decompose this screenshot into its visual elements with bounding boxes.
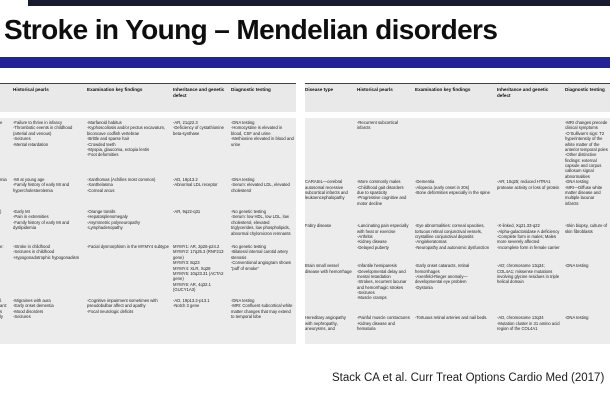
header-inheritance-genetic-defect: Inheritance and genetic defect <box>497 87 549 98</box>
examination-cell: -Cognitive impairment sometimes with pse… <box>87 298 158 314</box>
historical-cell: -More commonly males -Childhood gait dis… <box>357 179 407 206</box>
header-historical-pearls: Historical pearls <box>13 87 49 92</box>
disease-fragment: e: <box>0 244 4 249</box>
examination-cell: -Tortuous retinal arteries and nail beds… <box>415 315 488 321</box>
disease-fragment: e <box>0 120 3 125</box>
examination-cell: -Facial dysmorphism in the MYMY4 subtype <box>87 244 169 249</box>
table-row-hypercholesterolemia: mia -MI at young age -Family history of … <box>0 177 294 209</box>
disease-fragment: l. ant: s ly <box>0 298 7 320</box>
disease-fragment: ) <box>0 209 2 214</box>
historical-cell: -Stroke in childhood -Seizures in childh… <box>13 244 80 260</box>
diagnostic-cell: -DNA testing <box>565 315 589 321</box>
table-row-moyamoya: e: -Stroke in childhood -Seizures in chi… <box>0 244 294 298</box>
disease-cell: CARASIL—cerebral autosomal recessive sub… <box>305 179 348 201</box>
diagnostic-cell: -DNA testing -MRI—Diffuse white matter d… <box>565 179 603 206</box>
table-row-brain-small-vessel-disease: Brain small vessel disease with hemorrha… <box>305 263 608 315</box>
header-diagnostic-testing: Diagnostic testing <box>565 87 605 92</box>
diagnostic-cell: -DNA testing -Homocystine is elevated in… <box>231 120 294 147</box>
table-row-hereditary-angiopathy: Hereditary angiopathy with nephropathy, … <box>305 315 608 344</box>
historical-cell: -Lancinating pain especially with heat o… <box>357 223 409 250</box>
table-row-homocystinuria: e -Failure to thrive in infancy -Thrombo… <box>0 120 294 177</box>
inheritance-cell: -AR; 10q25; reduced HTRA1 protease activ… <box>497 179 560 190</box>
inheritance-cell: -X-linked, Xq21.33-q22 -Alpha-galactosid… <box>497 223 560 250</box>
historical-cell: -Recurrent subcortical infarcts <box>357 120 398 131</box>
left-table-header-row: Historical pearls Examination key findin… <box>0 83 296 112</box>
examination-cell: -Orange tonsils -Hepatosplenomegaly -Asy… <box>87 209 141 231</box>
slide-title: Stroke in Young – Mendelian disorders <box>4 14 498 45</box>
examination-cell: -Marfanoid habitus -Kyphoscoliosis and/o… <box>87 120 166 158</box>
disease-cell: Brain small vessel disease with hemorrha… <box>305 263 352 274</box>
disease-cell: Fabry disease <box>305 223 332 229</box>
diagnostic-cell: -DNA testing <box>565 263 589 269</box>
inheritance-cell: -AR, 21q22.3 -Deficiency of cystathionin… <box>173 120 224 136</box>
table-row-tangier: ) -Early MI -Pain in extremities -Family… <box>0 209 294 244</box>
left-table-body: e -Failure to thrive in infancy -Thrombo… <box>0 118 296 344</box>
historical-cell: -Failure to thrive in infancy -Thromboti… <box>13 120 73 147</box>
table-row-cadasil: l. ant: s ly -Migraines with aura -Early… <box>0 298 294 341</box>
table-row-fabry: Fabry disease -Lancinating pain especial… <box>305 223 608 263</box>
examination-cell: -Early onset cataracts, retinal hemorrha… <box>415 263 470 290</box>
diagnostic-cell: -DNA testing -MRI: Confluent subcortical… <box>231 298 293 320</box>
historical-cell: -Painful muscle contractures -Kidney dis… <box>357 315 410 331</box>
examination-cell: -Xanthomas (Achilles most common) -Xanth… <box>87 177 156 193</box>
inheritance-cell: -AD, 19p13.2-p13.1 -Notch 3 gene <box>173 298 210 309</box>
right-table-header-row: Disease type Historical pearls Examinati… <box>305 83 610 112</box>
inheritance-cell: -AR, 9q22-q31 <box>173 209 201 214</box>
header-examination-findings: Examination key findings <box>87 87 143 92</box>
top-dark-bar <box>28 0 610 6</box>
historical-cell: -MI at young age -Family history of earl… <box>13 177 70 193</box>
left-table: Historical pearls Examination key findin… <box>0 83 296 344</box>
examination-cell: -Dementia -Alopecia (early onset in 20s)… <box>415 179 490 195</box>
table-row-cadasil-continued: -Recurrent subcortical infarcts -MRI cha… <box>305 120 608 179</box>
header-disease-type: Disease type <box>305 87 334 92</box>
header-diagnostic-testing: Diagnostic testing <box>231 87 271 92</box>
inheritance-cell: -AD; chromosome 13q34; COL4A1; missense … <box>497 263 560 285</box>
diagnostic-cell: -MRI changes precede clinical symptoms -… <box>565 120 608 179</box>
right-table-body: -Recurrent subcortical infarcts -MRI cha… <box>305 118 610 344</box>
table-row-carasil: CARASIL—cerebral autosomal recessive sub… <box>305 179 608 223</box>
inheritance-cell: -AD, 19p13.2 -Abnormal LDL receptor <box>173 177 218 188</box>
citation: Stack CA et al. Curr Treat Options Cardi… <box>332 372 605 384</box>
diagnostic-cell: -Skin biopsy, culture of skin fibroblast… <box>565 223 608 234</box>
diagnostic-cell: -No genetic testing -Serum: low HDL, low… <box>231 209 291 236</box>
historical-cell: -Early MI -Pain in extremities -Family h… <box>13 209 70 231</box>
disease-cell: Hereditary angiopathy with nephropathy, … <box>305 315 346 331</box>
inheritance-cell: -AD, chromosome 13q34 -Mutation cluster … <box>497 315 560 331</box>
historical-cell: -Migraines with aura -Early onset dement… <box>13 298 54 320</box>
header-examination-findings: Examination key findings <box>415 87 471 92</box>
historical-cell: -Infantile hemiparesis -Developmental de… <box>357 263 407 301</box>
diagnostic-cell: -No genetic testing -Bilateral internal … <box>231 244 291 271</box>
header-historical-pearls: Historical pearls <box>357 87 393 92</box>
right-table: Disease type Historical pearls Examinati… <box>305 83 610 344</box>
header-inheritance-genetic-defect: Inheritance and genetic defect <box>173 87 225 98</box>
inheritance-cell: MYMY1: AR, 3p26-p24.2 MYMY2: 17q25.3 (RN… <box>173 244 224 292</box>
title-underline-bar <box>0 57 610 68</box>
disease-fragment: mia <box>0 177 7 182</box>
examination-cell: -Eye abnormalities: corneal opacities, t… <box>415 223 490 250</box>
diagnostic-cell: -DNA testing -Serum: elevated LDL, eleva… <box>231 177 290 193</box>
